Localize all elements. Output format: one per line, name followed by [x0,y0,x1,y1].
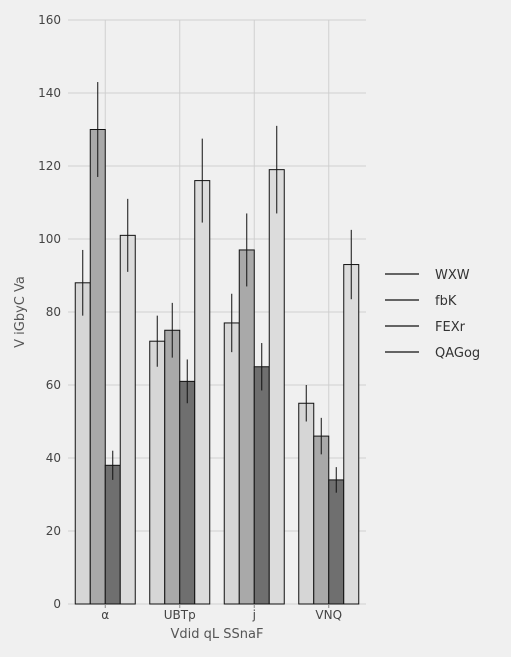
y-tick-label: 0 [53,597,61,611]
error-bars [82,82,352,493]
x-axis-ticks: α UBTp j VNQ [101,604,342,622]
bar [179,380,196,605]
legend-label: WXW [435,268,470,283]
x-axis-label: Vdid qL SSnaF [171,627,264,642]
x-tick-label: α [101,608,109,622]
y-tick-label: 80 [46,305,61,319]
y-tick-label: 140 [38,86,61,100]
bar [268,169,285,605]
y-tick-label: 120 [38,159,61,173]
y-tick-label: 40 [46,451,61,465]
x-tick-label: j [252,608,256,622]
bar [223,322,240,605]
bar [238,249,255,605]
y-tick-label: 160 [38,13,61,27]
y-axis-label: V iGbyC Va [13,276,28,348]
legend: WXW fbK FEXr QAGog [385,268,480,361]
bar [313,435,330,605]
legend-label: fbK [435,294,457,309]
bar [149,340,166,605]
bar [253,366,270,605]
legend-label: QAGog [435,346,480,361]
y-axis-ticks: 0 20 40 60 80 100 120 140 160 [38,13,61,611]
bar [343,264,360,605]
bar [298,402,315,605]
bar [89,129,106,605]
bar [119,234,136,605]
x-tick-label: VNQ [315,608,342,622]
bar [164,329,181,605]
bar [328,479,345,605]
legend-label: FEXr [435,320,466,335]
bars [74,129,360,605]
y-tick-label: 60 [46,378,61,392]
bar [104,464,121,605]
bar [194,180,211,605]
x-tick-label: UBTp [164,608,196,622]
y-tick-label: 100 [38,232,61,246]
y-tick-label: 20 [46,524,61,538]
bar [74,282,91,605]
